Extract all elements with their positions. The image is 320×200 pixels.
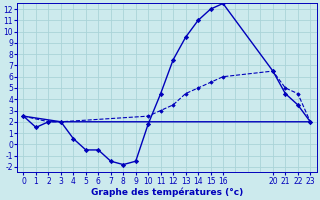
X-axis label: Graphe des températures (°c): Graphe des températures (°c) — [91, 187, 243, 197]
